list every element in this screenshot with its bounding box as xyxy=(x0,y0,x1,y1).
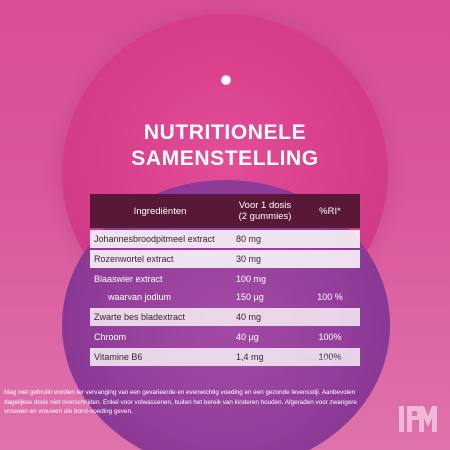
row-dose: 40 µg xyxy=(236,332,259,342)
table-row: Johannesbroodpitmeel extract 80 mg xyxy=(90,230,360,248)
disclaimer-text: Mag niet gebruikt worden ter vervanging … xyxy=(4,389,357,416)
header-ingredients: Ingrediënten xyxy=(133,205,187,217)
row-dose: 80 mg xyxy=(236,234,262,244)
row-ingredient: Zwarte bes bladextract xyxy=(94,312,186,322)
table-row: Chroom 40 µg 100% xyxy=(90,328,360,346)
row-ingredient: Blaaswier extract xyxy=(94,274,163,284)
row-dose: 40 mg xyxy=(236,312,262,322)
table-row: Zwarte bes bladextract 40 mg xyxy=(90,308,360,326)
table-row: waarvan jodium 150 µg 100 % xyxy=(90,288,360,306)
row-ingredient: Vitamine B6 xyxy=(94,352,143,362)
row-dose: 150 µg xyxy=(236,292,264,302)
header-ri: %RI* xyxy=(319,205,341,217)
hang-hole xyxy=(221,75,231,85)
row-ri: 100% xyxy=(318,352,342,362)
table-footnote: *Referentie inname xyxy=(296,356,352,363)
row-dose: 30 mg xyxy=(236,254,262,264)
nutrition-table: Ingrediënten Voor 1 dosis (2 gummies) %R… xyxy=(90,194,360,368)
table-row: Blaaswier extract 100 mg xyxy=(90,270,360,288)
row-ingredient: waarvan jodium xyxy=(108,292,172,302)
row-ingredient: Chroom xyxy=(94,332,127,342)
row-dose: 1,4 mg xyxy=(236,352,264,362)
row-ri: 100 % xyxy=(317,292,343,302)
header-dose: Voor 1 dosis (2 gummies) xyxy=(230,200,300,222)
row-dose: 100 mg xyxy=(236,274,267,284)
row-ri: 100% xyxy=(318,332,342,342)
table-header: Ingrediënten Voor 1 dosis (2 gummies) %R… xyxy=(90,194,360,228)
header-dose-line2: (2 gummies) xyxy=(238,211,292,222)
row-ingredient: Johannesbroodpitmeel extract xyxy=(94,234,215,244)
header-dose-line1: Voor 1 dosis xyxy=(238,200,292,211)
table-row: Rozenwortel extract 30 mg xyxy=(90,250,360,268)
table-row: Vitamine B6 1,4 mg 100% xyxy=(90,348,360,366)
title-line-1: NUTRITIONELE xyxy=(143,121,307,144)
title-line-2: SAMENSTELLING xyxy=(131,147,319,170)
row-ingredient: Rozenwortel extract xyxy=(94,254,174,264)
pm-logo xyxy=(399,406,437,432)
